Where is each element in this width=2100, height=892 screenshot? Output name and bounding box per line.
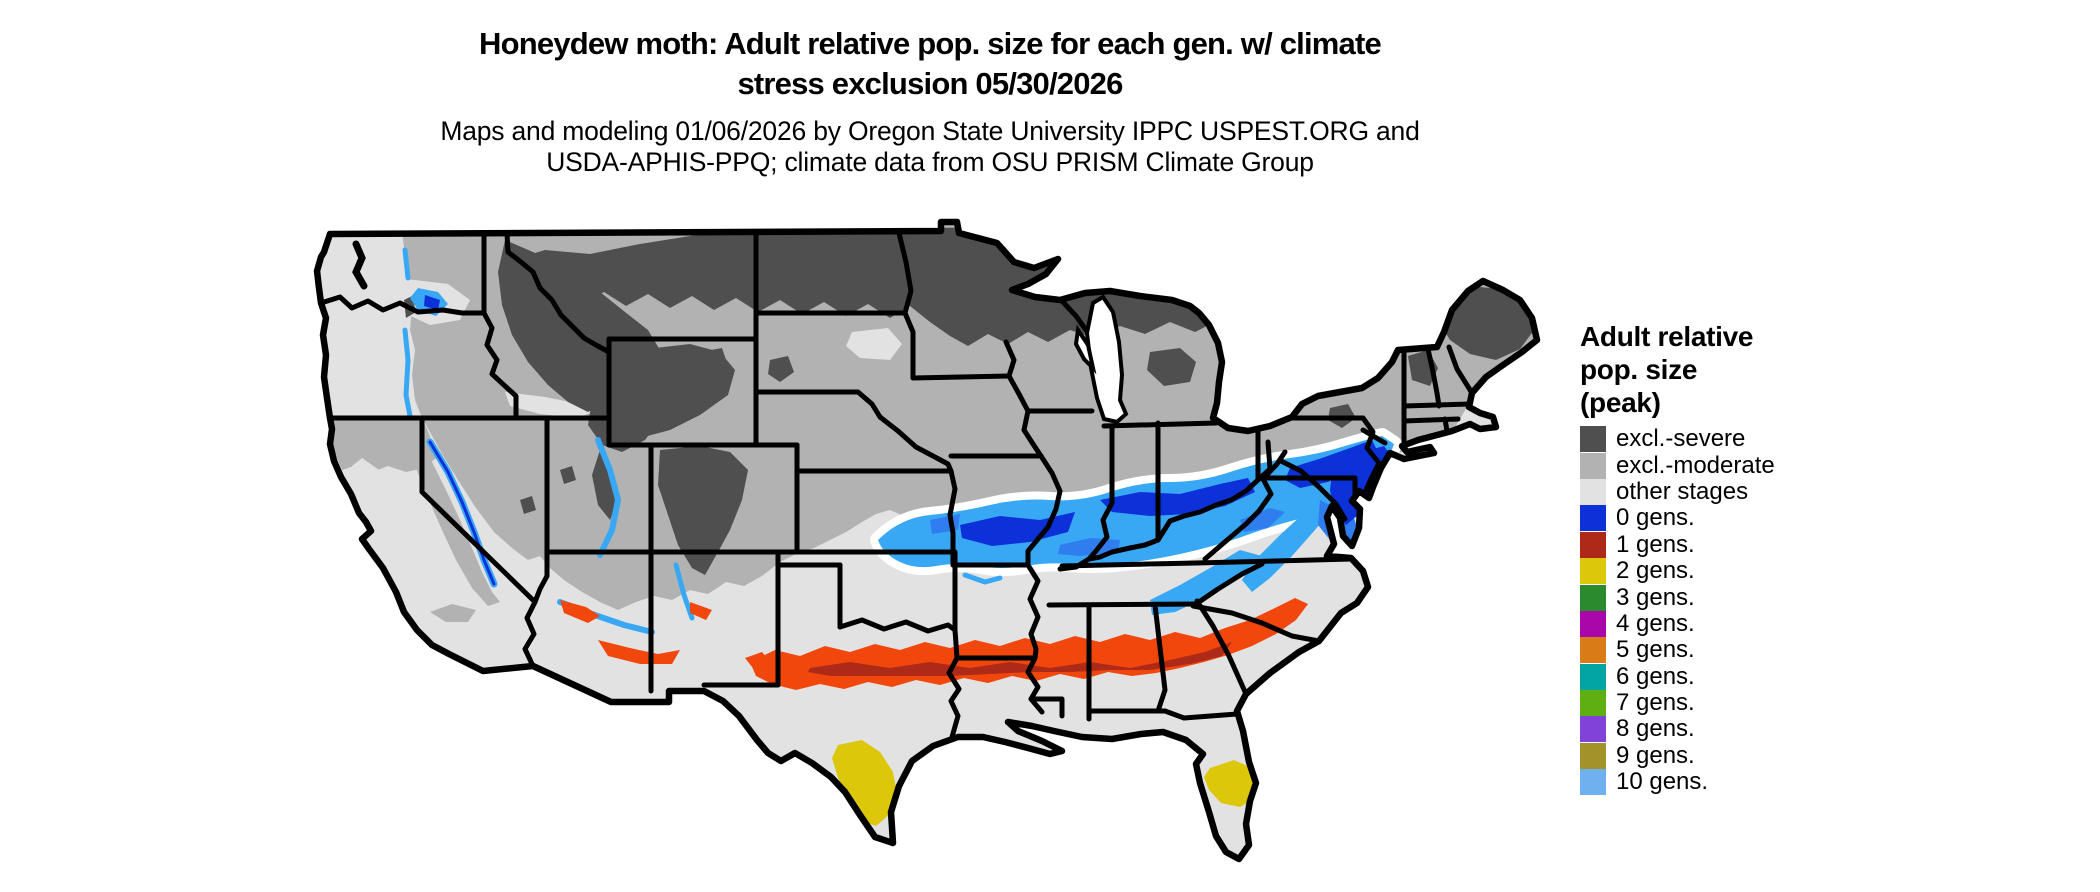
- legend-label: 3 gens.: [1616, 583, 1695, 611]
- legend-swatch: [1580, 505, 1606, 532]
- legend-title-line-2: pop. size: [1580, 354, 1698, 385]
- legend-label: 6 gens.: [1616, 662, 1695, 690]
- legend-item: 10 gens.: [1580, 768, 1840, 796]
- legend-item: 9 gens.: [1580, 741, 1840, 769]
- legend-swatch: [1580, 637, 1606, 664]
- legend-swatch: [1580, 558, 1606, 585]
- legend-swatch: [1580, 478, 1606, 505]
- legend: Adult relative pop. size (peak) excl.-se…: [1580, 320, 1840, 796]
- legend-swatch: [1580, 742, 1606, 769]
- legend-item: other stages: [1580, 477, 1840, 505]
- legend-swatch: [1580, 610, 1606, 637]
- us-outline: [313, 218, 1541, 863]
- legend-swatch: [1580, 426, 1606, 453]
- legend-title-line-1: Adult relative: [1580, 321, 1754, 352]
- legend-label: 9 gens.: [1616, 741, 1695, 769]
- legend-label: 2 gens.: [1616, 557, 1695, 585]
- legend-item: 6 gens.: [1580, 662, 1840, 690]
- legend-label: 8 gens.: [1616, 715, 1695, 743]
- legend-item: 4 gens.: [1580, 609, 1840, 637]
- legend-swatch: [1580, 716, 1606, 743]
- subtitle-line-1: Maps and modeling 01/06/2026 by Oregon S…: [440, 116, 1420, 146]
- region-3-gens-keys: [1202, 860, 1254, 884]
- legend-label: 5 gens.: [1616, 636, 1695, 664]
- legend-title-line-3: (peak): [1580, 387, 1661, 418]
- title-line-2: stress exclusion 05/30/2026: [737, 66, 1123, 101]
- region-1-gens-band: [560, 598, 1308, 690]
- legend-title: Adult relative pop. size (peak): [1580, 320, 1840, 419]
- legend-label: excl.-severe: [1616, 425, 1746, 453]
- legend-label: 4 gens.: [1616, 609, 1695, 637]
- legend-label: 0 gens.: [1616, 504, 1695, 532]
- legend-item: 8 gens.: [1580, 715, 1840, 743]
- legend-label: 10 gens.: [1616, 768, 1709, 796]
- legend-swatch: [1580, 663, 1606, 690]
- legend-item: excl.-moderate: [1580, 451, 1840, 479]
- legend-item: 1 gens.: [1580, 530, 1840, 558]
- legend-item: 2 gens.: [1580, 557, 1840, 585]
- puget-sound: [352, 240, 368, 290]
- region-2-gens: [832, 740, 1260, 826]
- state-borders: [318, 230, 1475, 740]
- legend-item: 5 gens.: [1580, 636, 1840, 664]
- legend-item: 0 gens.: [1580, 504, 1840, 532]
- lake-michigan: [1073, 294, 1129, 425]
- title-line-1: Honeydew moth: Adult relative pop. size …: [479, 26, 1382, 61]
- legend-swatch: [1580, 690, 1606, 717]
- legend-swatch: [1580, 531, 1606, 558]
- legend-label: other stages: [1616, 477, 1749, 505]
- legend-label: 7 gens.: [1616, 689, 1695, 717]
- legend-items: excl.-severe excl.-moderate other stages…: [1580, 425, 1840, 796]
- legend-swatch: [1580, 584, 1606, 611]
- page-subtitle: Maps and modeling 01/06/2026 by Oregon S…: [230, 116, 1630, 178]
- page-title: Honeydew moth: Adult relative pop. size …: [230, 24, 1630, 104]
- legend-label: excl.-moderate: [1616, 451, 1775, 479]
- legend-item: 7 gens.: [1580, 689, 1840, 717]
- legend-swatch: [1580, 769, 1606, 796]
- subtitle-line-2: USDA-APHIS-PPQ; climate data from OSU PR…: [546, 147, 1314, 177]
- legend-label: 1 gens.: [1616, 530, 1695, 558]
- legend-item: 3 gens.: [1580, 583, 1840, 611]
- legend-swatch: [1580, 452, 1606, 479]
- legend-item: excl.-severe: [1580, 425, 1840, 453]
